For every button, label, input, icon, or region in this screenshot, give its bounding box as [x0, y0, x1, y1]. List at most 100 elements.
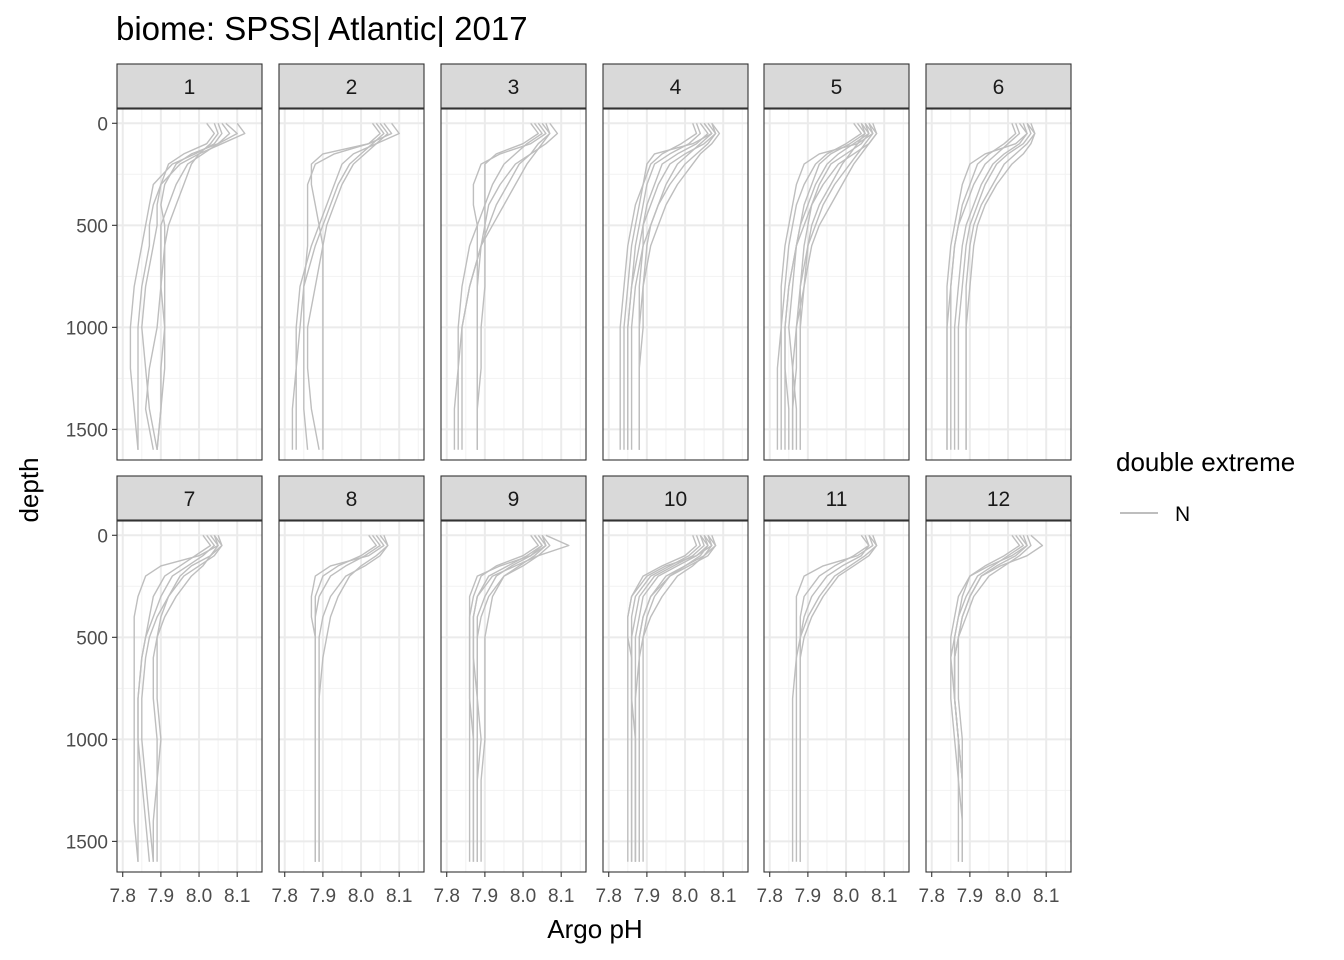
profile-line — [791, 123, 874, 450]
panel-background — [441, 521, 586, 872]
profile-line — [306, 122, 389, 450]
facet-strip — [602, 475, 749, 521]
profile-line — [318, 534, 389, 862]
x-tick-label: 8.1 — [871, 886, 897, 907]
panel-border — [925, 108, 1072, 461]
y-tick-label: 1000 — [66, 730, 108, 751]
x-tick-label: 8.1 — [710, 886, 736, 907]
x-tick-label: 7.8 — [919, 886, 945, 907]
y-tick-label: 1000 — [66, 318, 108, 339]
facet-strip-label: 9 — [508, 488, 520, 511]
profile-line — [957, 535, 1028, 862]
facet-strip-label: 5 — [831, 76, 843, 99]
panel-border — [602, 108, 749, 461]
profile-line — [480, 535, 547, 862]
panel-background — [117, 109, 262, 460]
facet-strip — [116, 63, 263, 109]
x-tick-label: 8.1 — [224, 886, 250, 907]
profile-line — [953, 534, 1024, 862]
facet-strip-label: 12 — [987, 488, 1010, 511]
facet-strip-label: 8 — [346, 488, 358, 511]
facet-strip — [763, 475, 910, 521]
x-tick-label: 8.0 — [833, 886, 859, 907]
x-tick-label: 8.1 — [1033, 886, 1059, 907]
y-tick-label: 1500 — [66, 420, 108, 441]
facet-strip — [925, 63, 1072, 109]
profile-line — [152, 534, 223, 862]
panel-background — [926, 521, 1071, 872]
panel-border — [763, 520, 910, 873]
x-tick-label: 7.8 — [434, 886, 460, 907]
y-tick-label: 1500 — [66, 832, 108, 853]
chart-title: biome: SPSS| Atlantic| 2017 — [116, 10, 528, 47]
panel-border — [278, 520, 425, 873]
profile-line — [144, 123, 219, 450]
profile-line — [476, 534, 543, 862]
legend-title: double extreme — [1116, 447, 1295, 477]
x-tick-label: 8.0 — [995, 886, 1021, 907]
profile-line — [634, 534, 709, 862]
profile-line — [638, 122, 713, 450]
x-tick-label: 7.9 — [957, 886, 983, 907]
profile-line — [791, 534, 878, 862]
profile-line — [784, 122, 870, 450]
profile-line — [799, 534, 870, 862]
facet-panel-3: 3 — [440, 63, 587, 461]
profile-line — [303, 122, 381, 450]
facet-panel-4: 4 — [602, 63, 749, 461]
panel-background — [764, 521, 909, 872]
profile-line — [314, 534, 377, 862]
facet-strip-label: 4 — [670, 76, 682, 99]
facet-panel-7: 7 0 500 1000 1500 7.8 7.9 8.0 8.1 — [66, 475, 263, 907]
panel-border — [440, 108, 587, 461]
profile-line — [156, 122, 231, 450]
profile-line — [137, 534, 216, 862]
x-tick-label: 8.0 — [672, 886, 698, 907]
profile-line — [953, 123, 1028, 450]
facet-strip — [278, 63, 425, 109]
facet-strip — [602, 63, 749, 109]
facet-strip — [116, 475, 263, 521]
profile-line — [642, 534, 717, 862]
panel-border — [925, 520, 1072, 873]
facet-strip — [278, 475, 425, 521]
facet-strip — [763, 63, 910, 109]
facet-strip — [925, 475, 1072, 521]
x-tick-label: 7.9 — [148, 886, 174, 907]
facet-strip-label: 2 — [346, 76, 358, 99]
x-tick-label: 8.0 — [348, 886, 374, 907]
profile-line — [638, 535, 709, 862]
facet-panel-5: 5 — [763, 63, 910, 461]
profile-line — [141, 535, 223, 862]
profile-line — [472, 534, 543, 862]
profile-line — [946, 123, 1021, 450]
facet-panel-2: 2 — [278, 63, 425, 461]
profile-line — [291, 122, 385, 450]
x-tick-label: 7.8 — [272, 886, 298, 907]
y-tick-label: 0 — [97, 526, 108, 547]
profile-line — [476, 122, 559, 450]
profile-line — [788, 122, 866, 450]
facet-panel-10: 10 7.8 7.9 8.0 8.1 — [596, 475, 749, 907]
x-tick-label: 7.9 — [310, 886, 336, 907]
profile-line — [457, 122, 543, 450]
profile-line — [476, 122, 539, 450]
facet-panel-12: 12 7.8 7.9 8.0 8.1 — [919, 475, 1072, 907]
facet-panel-6: 6 — [925, 63, 1072, 461]
panel-border — [278, 108, 425, 461]
panel-border — [602, 520, 749, 873]
facet-strip-label: 1 — [184, 76, 196, 99]
profile-line — [627, 535, 698, 862]
profile-line — [141, 122, 216, 450]
profile-line — [627, 123, 701, 450]
x-tick-label: 7.8 — [110, 886, 136, 907]
profile-line — [791, 122, 878, 450]
profile-line — [957, 123, 1032, 450]
panel-border — [116, 520, 263, 873]
facet-panel-9: 9 7.8 7.9 8.0 8.1 — [434, 475, 587, 907]
x-axis-title: Argo pH — [547, 914, 642, 944]
facet-strip — [440, 63, 587, 109]
facet-strip-label: 10 — [664, 488, 687, 511]
